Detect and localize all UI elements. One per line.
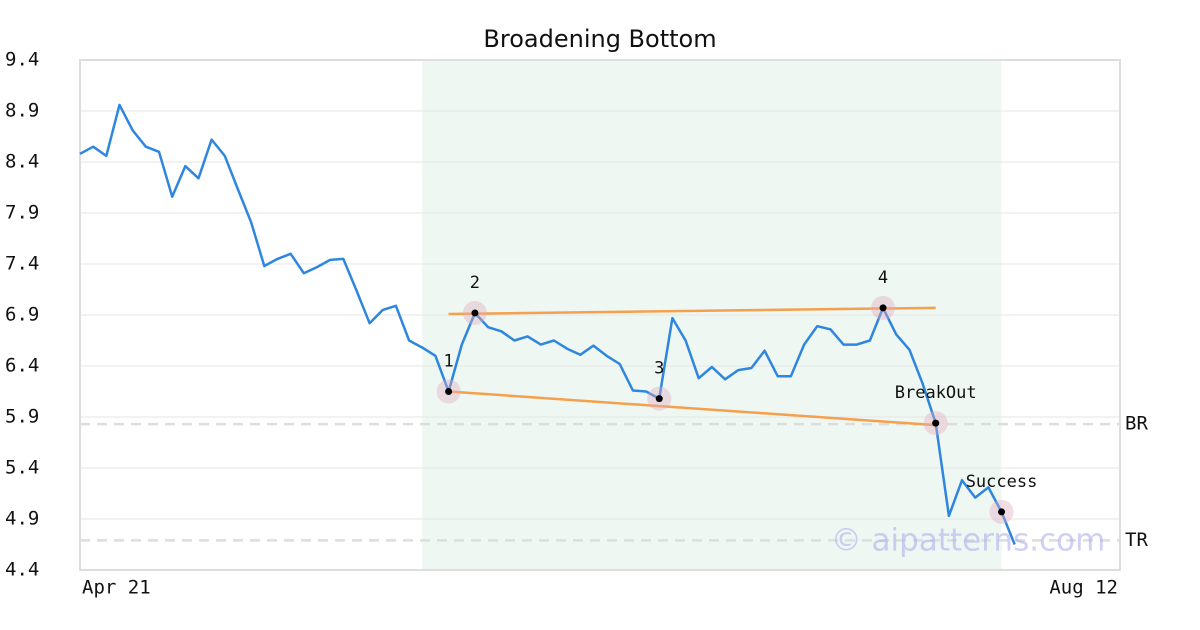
point-dot [879, 304, 887, 312]
y-tick-label: 7.4 [5, 253, 39, 275]
y-tick-label: 8.4 [5, 151, 39, 173]
point-label: 2 [470, 273, 480, 293]
y-tick-label: 7.9 [5, 202, 39, 224]
point-label: 1 [443, 352, 453, 372]
price-line [79, 103, 1016, 545]
y-tick-label: 9.4 [5, 49, 39, 71]
point-dot [445, 388, 453, 395]
point-dot [655, 395, 663, 403]
point-label: Success [966, 472, 1038, 492]
chart-title: Broadening Bottom [483, 25, 716, 53]
point-label: 4 [878, 268, 888, 288]
x-tick-label: Aug 12 [1049, 577, 1118, 599]
plot-frame [79, 59, 1121, 571]
y-tick-label: 4.4 [5, 559, 39, 581]
trend-line [448, 306, 936, 316]
watermark: © aipatterns.com [831, 523, 1106, 559]
y-tick-label: 4.9 [5, 508, 39, 530]
point-dot [998, 508, 1006, 516]
reference-label: BR [1125, 413, 1148, 435]
point-label: 3 [654, 359, 664, 379]
x-tick-label: Apr 21 [82, 577, 151, 599]
point-dot [471, 309, 479, 317]
y-tick-label: 5.4 [5, 457, 39, 479]
point-label: BreakOut [895, 383, 977, 403]
y-tick-label: 6.9 [5, 304, 39, 326]
y-tick-label: 5.9 [5, 406, 39, 428]
reference-label: TR [1125, 529, 1148, 551]
point-dot [932, 419, 940, 427]
trend-line [448, 390, 936, 427]
y-tick-label: 8.9 [5, 100, 39, 122]
y-tick-label: 6.4 [5, 355, 39, 377]
